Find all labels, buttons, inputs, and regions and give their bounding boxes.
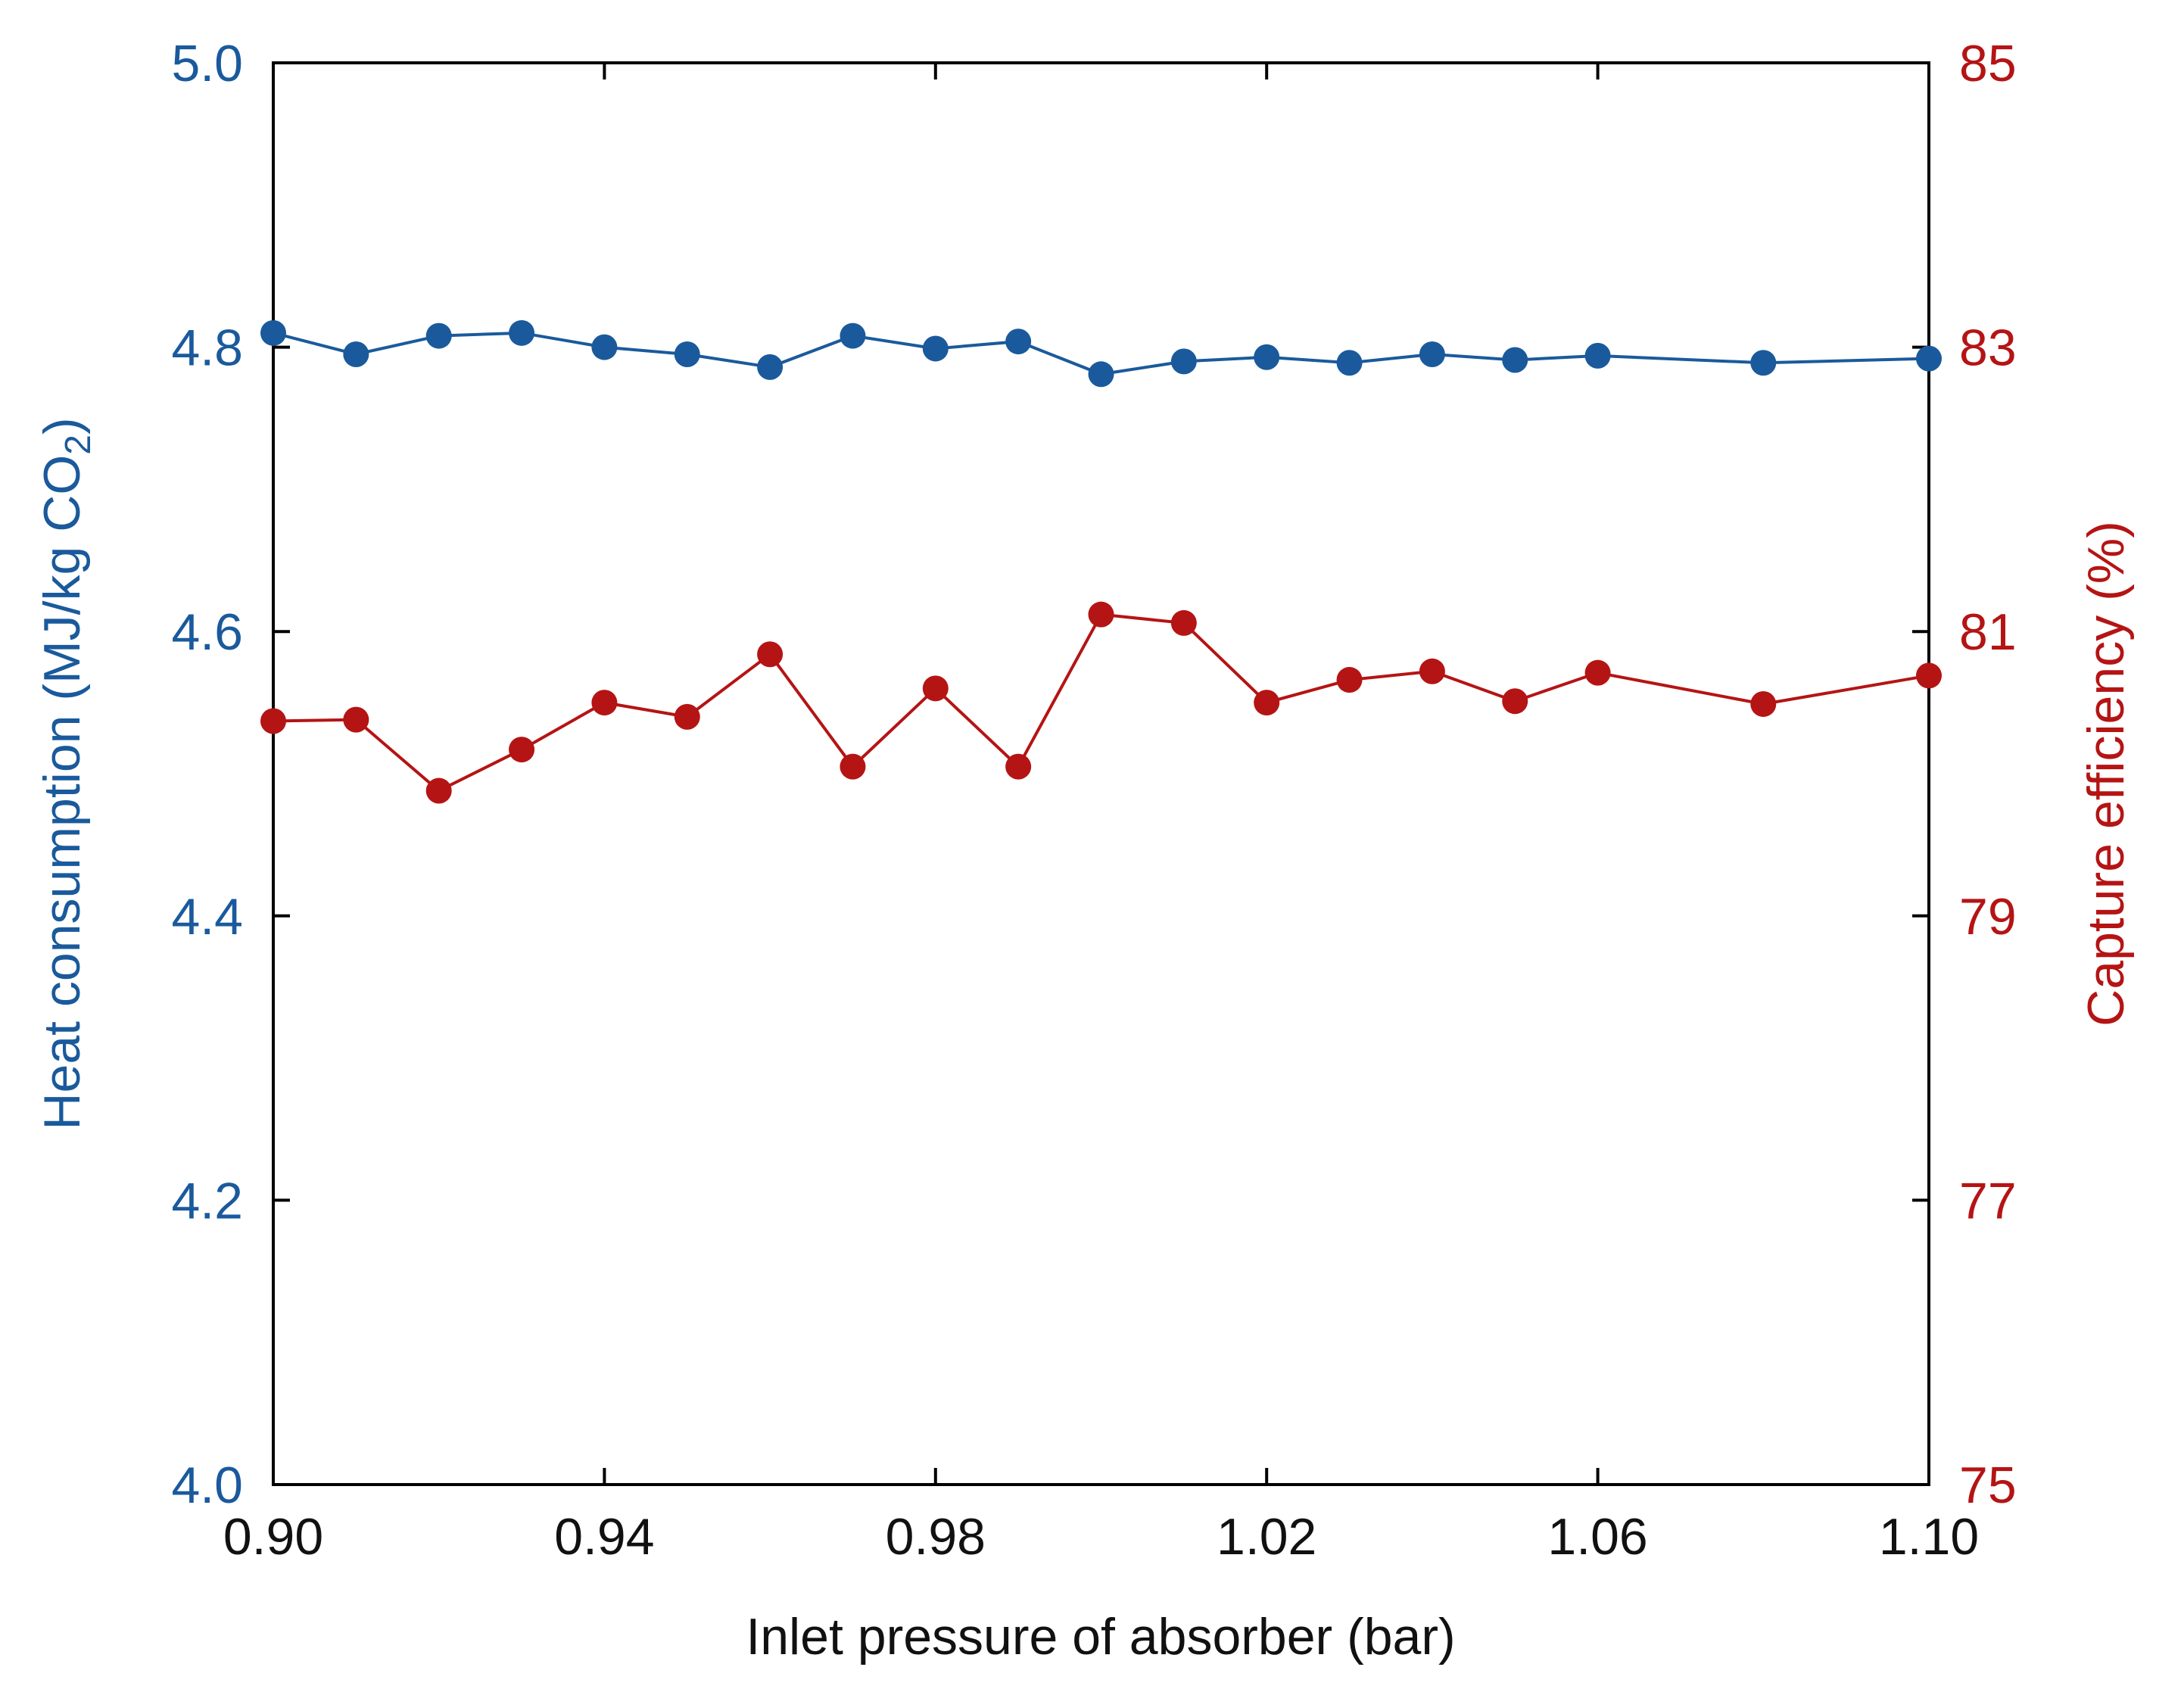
heat-consumption-point [425, 323, 452, 349]
capture-efficiency-point [840, 753, 866, 780]
left-y-axis-title-subscript: 2 [58, 435, 98, 455]
right-y-tick-label: 75 [1959, 1457, 2017, 1514]
right-y-tick-label: 81 [1959, 603, 2017, 661]
heat-consumption-point [591, 334, 618, 360]
left-y-axis: 4.0 4.2 4.4 4.6 4.8 5.0 [171, 35, 290, 1514]
right-y-tick-label: 85 [1959, 35, 2017, 92]
capture-efficiency-point [1502, 688, 1528, 715]
x-tick-label: 0.98 [886, 1508, 986, 1566]
heat-consumption-point [1005, 329, 1032, 355]
heat-consumption-point [1088, 361, 1114, 388]
x-tick-label: 1.10 [1879, 1508, 1979, 1566]
right-y-tick-label: 77 [1959, 1172, 2017, 1229]
capture-efficiency-point [1916, 662, 1942, 689]
heat-consumption-point [1336, 350, 1363, 376]
right-y-tick-label: 79 [1959, 888, 2017, 946]
right-y-axis-title: Capture efficiency (%) [2077, 521, 2135, 1027]
heat-consumption-point [1916, 345, 1942, 372]
capture-efficiency-point [1170, 609, 1197, 636]
capture-efficiency-point [1336, 667, 1363, 693]
heat-consumption-point [509, 319, 535, 346]
x-tick-label: 0.94 [554, 1508, 654, 1566]
series-layer [260, 319, 1942, 804]
x-tick-label: 1.06 [1547, 1508, 1647, 1566]
capture-efficiency-point [1750, 690, 1777, 717]
x-axis-title: Inlet pressure of absorber (bar) [746, 1608, 1455, 1666]
left-y-axis-title-main: Heat consumption (MJ/kg CO [33, 455, 91, 1130]
capture-efficiency-point [922, 675, 949, 702]
right-y-axis: 75 77 79 81 83 85 [1912, 35, 2017, 1514]
heat-consumption-point [1584, 342, 1611, 369]
heat-consumption-point [1254, 344, 1280, 370]
capture-efficiency-point [343, 706, 369, 733]
heat-consumption-point [343, 341, 369, 367]
left-y-tick-label: 4.0 [171, 1457, 243, 1514]
capture-efficiency-point [1005, 753, 1032, 780]
heat-consumption-point [1419, 341, 1445, 367]
left-y-tick-label: 4.8 [171, 319, 243, 377]
left-y-tick-label: 4.6 [171, 603, 243, 661]
gridless-plot-area [272, 61, 1930, 1486]
capture-efficiency-point [674, 703, 700, 730]
capture-efficiency-point [1254, 690, 1280, 716]
capture-efficiency-point [260, 708, 286, 734]
left-y-axis-title-suffix: ) [33, 417, 91, 435]
capture-efficiency-point [425, 777, 452, 804]
capture-efficiency-point [1088, 601, 1114, 628]
left-y-tick-label: 4.4 [171, 888, 243, 946]
heat-consumption-point [1502, 347, 1528, 373]
heat-consumption-point [674, 341, 700, 367]
x-axis: 0.90 0.94 0.98 1.02 1.06 1.10 [223, 63, 1979, 1566]
x-tick-label: 1.02 [1217, 1508, 1316, 1566]
heat-consumption-point [840, 323, 866, 349]
heat-consumption-point [922, 335, 949, 362]
plot-frame [272, 61, 1930, 1486]
left-y-axis-title: Heat consumption (MJ/kg CO2) [33, 417, 98, 1130]
heat-consumption-point [1750, 350, 1777, 376]
right-y-tick-label: 83 [1959, 319, 2017, 377]
capture-efficiency-point [591, 690, 618, 716]
capture-efficiency-point [509, 737, 535, 763]
capture-efficiency-point [1584, 659, 1611, 686]
x-tick-label: 0.90 [223, 1508, 323, 1566]
left-y-tick-label: 5.0 [171, 35, 243, 92]
heat-consumption-point [1170, 348, 1197, 375]
capture-efficiency-line [273, 612, 1930, 793]
left-y-tick-label: 4.2 [171, 1172, 243, 1229]
heat-consumption-point [757, 354, 784, 380]
capture-efficiency-point [757, 641, 784, 668]
heat-consumption-point [260, 319, 286, 346]
capture-efficiency-point [1419, 658, 1445, 684]
